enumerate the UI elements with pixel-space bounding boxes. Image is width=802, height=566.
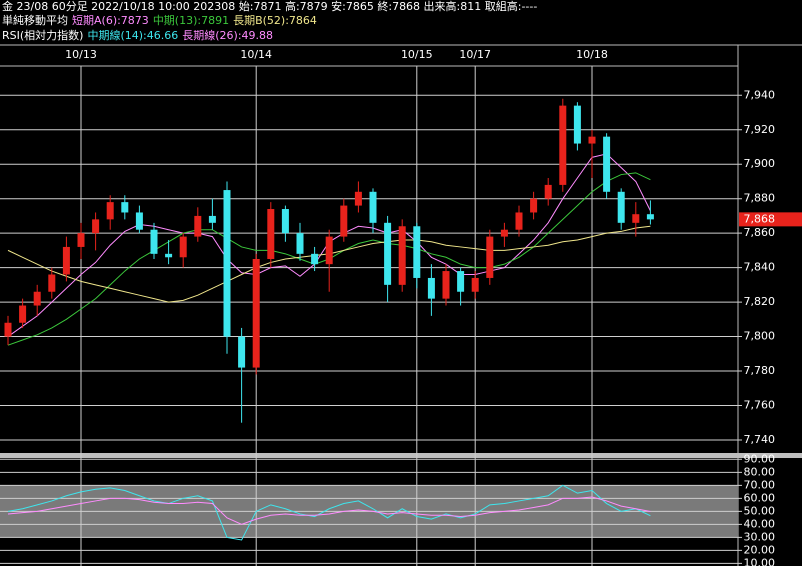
panel-separator: [0, 453, 802, 458]
y-tick-label: 30.00: [744, 530, 776, 543]
candle-body: [457, 271, 465, 292]
y-tick-label: 7,920: [744, 123, 776, 136]
y-tick-label: 7,860: [744, 226, 776, 239]
legend: RSI(相対力指数) 中期線(14):46.66 長期線(26):49.88: [2, 28, 273, 42]
candle-body: [62, 246, 70, 275]
y-tick-label: 7,740: [744, 433, 776, 446]
x-tick-label: 10/15: [401, 48, 433, 61]
candle-body: [4, 322, 12, 337]
candle-body: [165, 253, 173, 258]
x-tick-label: 10/18: [576, 48, 608, 61]
legend-title: 単純移動平均: [2, 13, 68, 27]
legend-entry: 長期線(26):49.88: [182, 28, 273, 42]
rsi-line: [7, 496, 651, 525]
y-tick-label: 7,840: [744, 261, 776, 274]
candle-body: [33, 291, 41, 306]
candle-body: [121, 202, 129, 213]
candle-body: [354, 191, 362, 206]
y-tick-label: 7,900: [744, 157, 776, 170]
candle-body: [325, 236, 333, 265]
legend: 単純移動平均 短期A(6):7873 中期(13):7891 長期B(52):7864: [2, 13, 317, 27]
candle-body: [135, 212, 143, 230]
candle-body: [573, 105, 581, 144]
legend-title: RSI(相対力指数): [2, 28, 83, 42]
y-tick-label: 7,760: [744, 398, 776, 411]
candle-body: [486, 236, 494, 278]
candle-body: [617, 191, 625, 223]
y-tick-label: 7,880: [744, 192, 776, 205]
last-price-label: 7,868: [744, 212, 776, 225]
candle-body: [340, 205, 348, 237]
candle-body: [559, 105, 567, 185]
y-tick-label: 7,820: [744, 295, 776, 308]
candle-body: [238, 336, 246, 368]
legend-entry: 長期B(52):7864: [233, 14, 317, 27]
legend-entry: 中期線(14):46.66: [87, 28, 178, 42]
y-tick-label: 60.00: [744, 491, 776, 504]
candle-body: [413, 226, 421, 278]
candle-body: [223, 190, 231, 337]
candle-body: [398, 226, 406, 285]
candle-body: [632, 214, 640, 223]
candle-body: [194, 215, 202, 237]
y-tick-label: 50.00: [744, 504, 776, 517]
x-tick-label: 10/17: [459, 48, 491, 61]
candle-body: [179, 236, 187, 258]
x-tick-label: 10/13: [65, 48, 97, 61]
candle-body: [500, 229, 508, 237]
candle-body: [252, 259, 260, 368]
y-tick-label: 7,780: [744, 364, 776, 377]
candle-body: [311, 253, 319, 265]
y-tick-label: 40.00: [744, 517, 776, 530]
candle-body: [106, 202, 114, 220]
candle-body: [471, 277, 479, 292]
rsi-line: [7, 484, 651, 541]
y-tick-label: 70.00: [744, 478, 776, 491]
header-info: 金 23/08 60分足 2022/10/18 10:00 202308 始:7…: [2, 0, 537, 13]
candle-body: [281, 209, 289, 234]
candle-body: [48, 274, 56, 292]
candle-body: [530, 198, 538, 213]
last-price-box: [739, 212, 802, 227]
candle-body: [77, 233, 85, 247]
y-tick-label: 10.00: [744, 556, 776, 566]
candle-body: [603, 136, 611, 192]
candle-body: [208, 215, 216, 223]
candle-body: [515, 212, 523, 230]
x-tick-label: 10/14: [240, 48, 272, 61]
candle-body: [92, 219, 100, 234]
candle-body: [427, 277, 435, 299]
candle-body: [296, 233, 304, 254]
y-tick-label: 80.00: [744, 465, 776, 478]
candle-body: [369, 191, 377, 223]
y-tick-label: 90.00: [744, 452, 776, 465]
legend-entry: 中期(13):7891: [153, 14, 229, 27]
candle-body: [544, 184, 552, 199]
y-tick-label: 20.00: [744, 543, 776, 556]
y-tick-label: 7,800: [744, 330, 776, 343]
candle-body: [19, 305, 27, 323]
candle-body: [150, 229, 158, 254]
candle-body: [442, 271, 450, 299]
candle-body: [588, 136, 596, 144]
legend-entry: 短期A(6):7873: [72, 13, 149, 27]
candle-body: [267, 209, 275, 259]
candle-body: [646, 214, 654, 220]
candle-body: [384, 222, 392, 285]
y-tick-label: 7,940: [744, 88, 776, 101]
